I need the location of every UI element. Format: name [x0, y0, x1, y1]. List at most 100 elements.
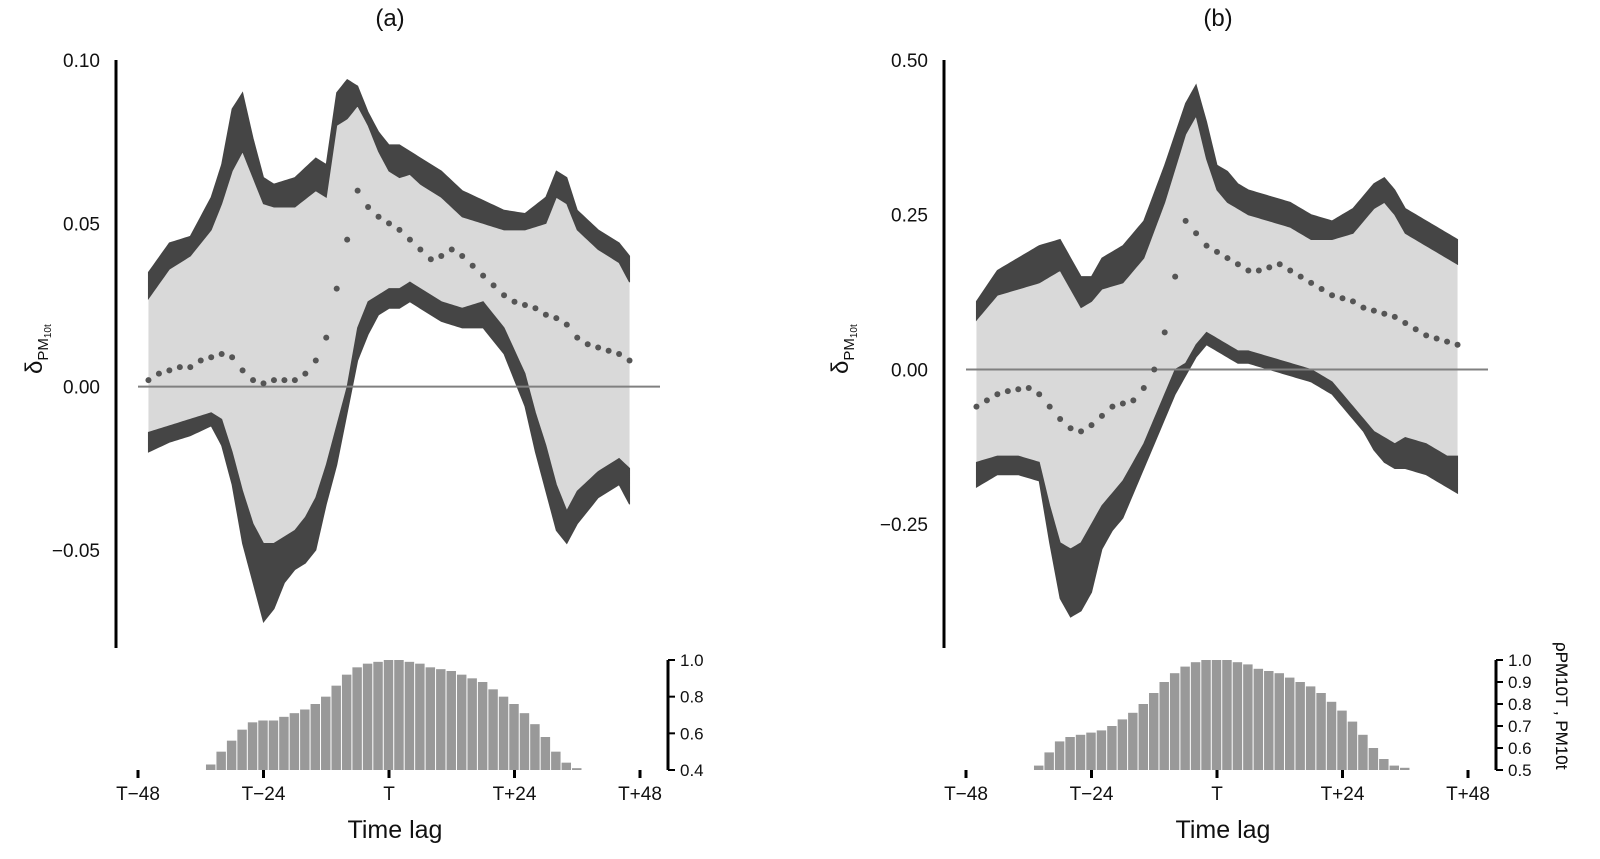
estimate-point	[386, 220, 392, 227]
x-tick-label: T−48	[944, 784, 988, 805]
correlation-bar	[373, 661, 383, 770]
estimate-point	[1423, 332, 1430, 339]
correlation-bar	[425, 667, 436, 770]
estimate-point	[1015, 386, 1022, 393]
estimate-point	[302, 370, 309, 377]
estimate-point	[983, 397, 990, 404]
estimate-point	[1444, 338, 1451, 345]
estimate-point	[1004, 388, 1011, 395]
estimate-point	[1067, 425, 1074, 432]
correlation-bar	[404, 661, 415, 770]
estimate-point	[291, 377, 298, 384]
estimate-point	[333, 285, 340, 292]
correlation-bar	[1337, 710, 1347, 770]
correlation-tick-label: 0.4	[680, 761, 704, 780]
correlation-axis-label: ρPM10T , PM10t	[1552, 642, 1571, 770]
correlation-bar	[1368, 748, 1379, 770]
correlation-bar	[530, 724, 540, 770]
estimate-point	[166, 367, 173, 374]
correlation-bar	[1253, 668, 1264, 770]
correlation-tick-label: 0.9	[1508, 673, 1532, 692]
estimate-point	[616, 351, 623, 357]
correlation-bar	[1222, 660, 1232, 770]
estimate-point	[1046, 403, 1053, 410]
estimate-point	[1161, 329, 1168, 336]
estimate-point	[1214, 248, 1220, 255]
y-tick-label: 0.00	[891, 360, 928, 381]
correlation-bar	[446, 671, 456, 770]
y-tick-label: 0.50	[891, 51, 928, 72]
correlation-bar	[1400, 767, 1410, 770]
estimate-point	[1245, 267, 1252, 274]
estimate-point	[375, 213, 382, 220]
x-tick-label: T+48	[618, 784, 662, 805]
y-tick-label: −0.05	[52, 541, 100, 562]
correlation-bar	[237, 729, 247, 770]
estimate-point	[1109, 403, 1116, 410]
x-tick-label: T+24	[1321, 784, 1365, 805]
estimate-point	[344, 236, 351, 243]
correlation-tick-label: 0.8	[680, 688, 704, 707]
correlation-bar	[561, 762, 572, 770]
x-tick-label: T−48	[116, 784, 160, 805]
correlation-bar	[1243, 664, 1253, 770]
estimate-point	[145, 377, 152, 384]
estimate-point	[417, 246, 424, 253]
estimate-point	[1412, 326, 1419, 333]
x-tick-label: T−24	[242, 784, 286, 805]
estimate-point	[1255, 267, 1262, 274]
estimate-point	[323, 334, 330, 341]
estimate-point	[260, 380, 267, 387]
correlation-bar	[415, 663, 425, 770]
correlation-bar	[1149, 693, 1159, 770]
estimate-point	[1433, 335, 1440, 342]
correlation-bar	[1211, 660, 1222, 770]
correlation-tick-label: 0.5	[1508, 761, 1532, 780]
panel-title: (a)	[375, 5, 404, 32]
estimate-point	[521, 302, 528, 308]
y-tick-label: 0.05	[63, 214, 100, 235]
panel-b: 0.50 0.25 0.00 −0.25 δPM10t (b) 1.0 0.9 0.8 0.7 0.…	[827, 5, 1571, 844]
estimate-point	[1276, 261, 1283, 268]
estimate-point	[1360, 304, 1367, 311]
estimate-point	[469, 262, 476, 269]
estimate-point	[1119, 400, 1126, 407]
correlation-bar	[1379, 759, 1389, 770]
estimate-point	[480, 272, 487, 279]
correlation-bar	[226, 740, 237, 770]
correlation-bar	[1107, 726, 1117, 770]
correlation-bar	[1358, 734, 1368, 770]
correlation-bar	[205, 764, 216, 770]
correlation-tick-label: 1.0	[1508, 651, 1532, 670]
correlation-bar	[467, 678, 477, 770]
estimate-point	[1182, 217, 1189, 224]
lower-bound-band	[147, 281, 631, 623]
correlation-bar	[258, 720, 268, 770]
estimate-point	[354, 187, 361, 194]
estimate-point	[448, 246, 455, 253]
estimate-point	[574, 334, 581, 341]
estimate-point	[187, 364, 194, 371]
estimate-point	[1151, 366, 1158, 373]
estimate-point	[197, 357, 204, 364]
correlation-bar	[289, 713, 300, 770]
y-tick-label: 0.00	[63, 378, 100, 399]
y-tick-label: 0.10	[63, 51, 100, 72]
correlation-bar	[1232, 662, 1243, 770]
estimate-point	[563, 321, 570, 328]
estimate-point	[1224, 255, 1231, 262]
correlation-bar	[1033, 765, 1044, 770]
estimate-point	[176, 364, 183, 371]
estimate-point	[1172, 273, 1179, 280]
estimate-point	[595, 344, 602, 351]
correlation-bar	[310, 704, 321, 770]
correlation-bar	[362, 663, 373, 770]
estimate-point	[1381, 310, 1388, 317]
correlation-bar	[1326, 701, 1337, 770]
estimate-point	[1454, 341, 1461, 348]
x-axis-label: Time lag	[348, 816, 443, 844]
estimate-point	[438, 253, 445, 259]
correlation-bar	[1190, 662, 1201, 770]
estimate-point	[1318, 286, 1325, 293]
